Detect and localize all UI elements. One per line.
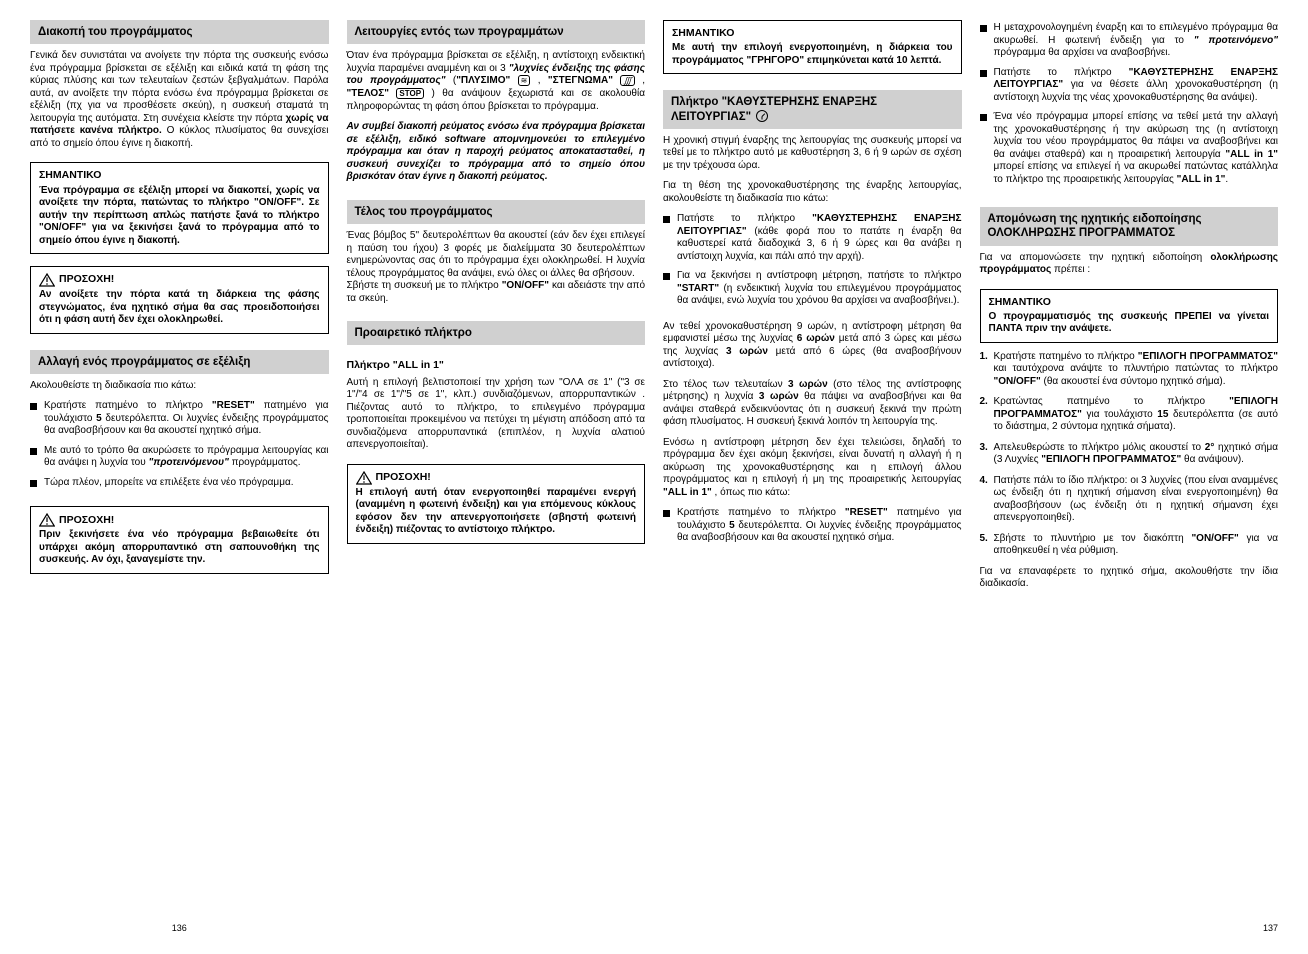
list-item: Τώρα πλέον, μπορείτε να επιλέξετε ένα νέ…: [30, 477, 329, 490]
stop-icon: STOP: [396, 88, 424, 99]
list-item: Κρατήστε πατημένο το πλήκτρο "RESET" πατ…: [30, 400, 329, 438]
important-title: ΣΗΜΑΝΤΙΚΟ: [39, 169, 320, 182]
heading-optional-button: Προαιρετικό πλήκτρο: [347, 321, 646, 345]
warning-icon: [39, 273, 55, 287]
para: Αν συμβεί διακοπή ρεύματος ενόσω ένα πρό…: [347, 121, 646, 184]
warning-box: ΠΡΟΣΟΧΗ! Πριν ξεκινήσετε ένα νέο πρόγραμ…: [30, 506, 329, 574]
list-text: Σβήστε το πλυντήριο με τον διακόπτη "ON/…: [994, 533, 1279, 557]
wash-icon: ≋: [518, 75, 531, 86]
para: Η χρονική στιγμή έναρξης της λειτουργίας…: [663, 135, 962, 173]
warning-title: ΠΡΟΣΟΧΗ!: [59, 273, 114, 286]
heading-functions: Λειτουργίες εντός των προγραμμάτων: [347, 20, 646, 44]
warning-icon: [356, 471, 372, 485]
list-item: Πατήστε το πλήκτρο "ΚΑΘΥΣΤΕΡΗΣΗΣ ΕΝΑΡΞΗΣ…: [663, 213, 962, 263]
para: Για να απομονώσετε την ηχητική ειδοποίησ…: [980, 252, 1279, 277]
para: Στο τέλος των τελευταίων 3 ωρών (στο τέλ…: [663, 379, 962, 429]
list-item: Πατήστε το πλήκτρο "ΚΑΘΥΣΤΕΡΗΣΗΣ ΕΝΑΡΞΗΣ…: [980, 67, 1279, 105]
list-item: Κρατήστε πατημένο το πλήκτρο "RESET" πατ…: [663, 507, 962, 545]
important-title: ΣΗΜΑΝΤΙΚΟ: [672, 27, 953, 40]
list-item: 2.Κρατώντας πατημένο το πλήκτρο "ΕΠΙΛΟΓΗ…: [980, 396, 1279, 434]
column-3: ΣΗΜΑΝΤΙΚΟ Με αυτή την επιλογή ενεργοποιη…: [663, 20, 962, 934]
heading-interrupt: Διακοπή του προγράμματος: [30, 20, 329, 44]
para: Ενόσω η αντίστροφη μέτρηση δεν έχει τελε…: [663, 437, 962, 500]
para: Γενικά δεν συνιστάται να ανοίγετε την πό…: [30, 50, 329, 150]
clock-icon: [756, 110, 768, 122]
page-spread: Διακοπή του προγράμματος Γενικά δεν συνι…: [30, 20, 1278, 934]
page-number: 136: [30, 917, 329, 934]
important-title: ΣΗΜΑΝΤΙΚΟ: [989, 296, 1270, 309]
warning-box: ΠΡΟΣΟΧΗ! Η επιλογή αυτή όταν ενεργοποιηθ…: [347, 464, 646, 544]
warning-body: Αν ανοίξετε την πόρτα κατά τη διάρκεια τ…: [39, 289, 320, 327]
column-2: Λειτουργίες εντός των προγραμμάτων Όταν …: [347, 20, 646, 934]
list-text: Κρατήστε πατημένο το πλήκτρο "ΕΠΙΛΟΓΗ ΠΡ…: [994, 351, 1279, 387]
column-4: Η μεταχρονολογημένη έναρξη και το επιλεγ…: [980, 20, 1279, 934]
list-item: 4.Πατήστε πάλι το ίδιο πλήκτρο: οι 3 λυχ…: [980, 475, 1279, 525]
important-box: ΣΗΜΑΝΤΙΚΟ Ένα πρόγραμμα σε εξέλιξη μπορε…: [30, 162, 329, 254]
warning-body: Η επιλογή αυτή όταν ενεργοποιηθεί παραμέ…: [356, 487, 637, 537]
dry-icon: ∭: [620, 75, 634, 86]
list-item: 3.Απελευθερώστε το πλήκτρο μόλις ακουστε…: [980, 442, 1279, 467]
warning-header: ΠΡΟΣΟΧΗ!: [39, 273, 320, 287]
warning-body: Πριν ξεκινήσετε ένα νέο πρόγραμμα βεβαιω…: [39, 529, 320, 567]
bullet-list: Κρατήστε πατημένο το πλήκτρο "RESET" πατ…: [663, 507, 962, 552]
para: Αν τεθεί χρονοκαθυστέρηση 9 ωρών, η αντί…: [663, 321, 962, 371]
para: Όταν ένα πρόγραμμα βρίσκεται σε εξέλιξη,…: [347, 50, 646, 113]
warning-box: ΠΡΟΣΟΧΗ! Αν ανοίξετε την πόρτα κατά τη δ…: [30, 266, 329, 334]
list-item: Με αυτό το τρόπο θα ακυρώσετε το πρόγραμ…: [30, 445, 329, 470]
para: Για τη θέση της χρονοκαθυστέρησης της έν…: [663, 180, 962, 205]
para: Αυτή η επιλογή βελτιστοποιεί την χρήση τ…: [347, 377, 646, 452]
warning-icon: [39, 513, 55, 527]
heading-text: Πλήκτρο "ΚΑΘΥΣΤΕΡΗΣΗΣ ΕΝΑΡΞΗΣ ΛΕΙΤΟΥΡΓΙΑ…: [671, 96, 877, 122]
list-item: 5.Σβήστε το πλυντήριο με τον διακόπτη "O…: [980, 533, 1279, 558]
list-item: 1.Κρατήστε πατημένο το πλήκτρο "ΕΠΙΛΟΓΗ …: [980, 351, 1279, 389]
important-body: Με αυτή την επιλογή ενεργοποιημένη, η δι…: [672, 42, 953, 67]
heading-mute-sound: Απομόνωση της ηχητικής ειδοποίησης ΟΛΟΚΛ…: [980, 207, 1279, 246]
list-text: Απελευθερώστε το πλήκτρο μόλις ακουστεί …: [994, 442, 1279, 466]
bullet-list: Η μεταχρονολογημένη έναρξη και το επιλεγ…: [980, 22, 1279, 193]
numbered-list: 1.Κρατήστε πατημένο το πλήκτρο "ΕΠΙΛΟΓΗ …: [980, 351, 1279, 566]
heading-end-program: Τέλος του προγράμματος: [347, 200, 646, 224]
important-body: Ο προγραμματισμός της συσκευής ΠΡΕΠΕΙ να…: [989, 311, 1270, 336]
warning-title: ΠΡΟΣΟΧΗ!: [59, 514, 114, 527]
para: Για να επαναφέρετε το ηχητικό σήμα, ακολ…: [980, 566, 1279, 591]
subheading-all-in-1: Πλήκτρο "ALL in 1": [347, 359, 646, 372]
list-text: Πατήστε πάλι το ίδιο πλήκτρο: οι 3 λυχνί…: [994, 475, 1279, 524]
page-number: 137: [980, 917, 1279, 934]
list-item: Ένα νέο πρόγραμμα μπορεί επίσης να τεθεί…: [980, 111, 1279, 186]
warning-title: ΠΡΟΣΟΧΗ!: [376, 471, 431, 484]
heading-delay-start: Πλήκτρο "ΚΑΘΥΣΤΕΡΗΣΗΣ ΕΝΑΡΞΗΣ ΛΕΙΤΟΥΡΓΙΑ…: [663, 90, 962, 129]
list-item: Για να ξεκινήσει η αντίστροφη μέτρηση, π…: [663, 270, 962, 308]
column-1: Διακοπή του προγράμματος Γενικά δεν συνι…: [30, 20, 329, 934]
heading-change-program: Αλλαγή ενός προγράμματος σε εξέλιξη: [30, 350, 329, 374]
list-text: Κρατώντας πατημένο το πλήκτρο "ΕΠΙΛΟΓΗ Π…: [994, 396, 1279, 432]
warning-header: ΠΡΟΣΟΧΗ!: [356, 471, 637, 485]
bullet-list: Κρατήστε πατημένο το πλήκτρο "RESET" πατ…: [30, 400, 329, 496]
important-box: ΣΗΜΑΝΤΙΚΟ Με αυτή την επιλογή ενεργοποιη…: [663, 20, 962, 74]
para: Ένας βόμβος 5'' δευτερολέπτων θα ακουστε…: [347, 230, 646, 305]
important-body: Ένα πρόγραμμα σε εξέλιξη μπορεί να διακο…: [39, 185, 320, 248]
bullet-list: Πατήστε το πλήκτρο "ΚΑΘΥΣΤΕΡΗΣΗΣ ΕΝΑΡΞΗΣ…: [663, 213, 962, 315]
para: Ακολουθείστε τη διαδικασία πιο κάτω:: [30, 380, 329, 393]
important-box: ΣΗΜΑΝΤΙΚΟ Ο προγραμματισμός της συσκευής…: [980, 289, 1279, 343]
list-item: Η μεταχρονολογημένη έναρξη και το επιλεγ…: [980, 22, 1279, 60]
warning-header: ΠΡΟΣΟΧΗ!: [39, 513, 320, 527]
